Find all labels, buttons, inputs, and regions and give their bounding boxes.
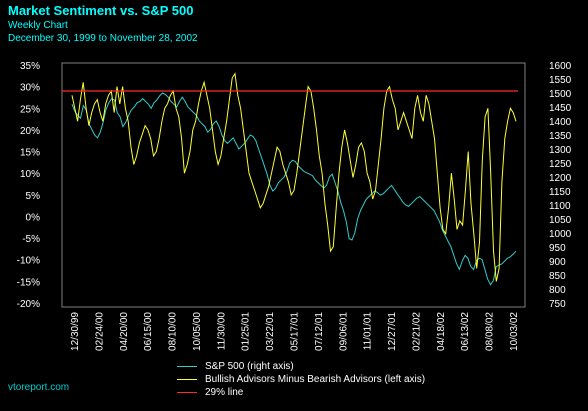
x-tick-label: 06/15/00 bbox=[143, 312, 154, 351]
right-tick-label: 800 bbox=[549, 285, 566, 296]
left-tick-label: 35% bbox=[20, 61, 40, 72]
left-tick-label: -10% bbox=[17, 256, 40, 267]
right-tick-label: 1200 bbox=[549, 173, 572, 184]
right-tick-label: 1550 bbox=[549, 75, 572, 86]
left-tick-label: -20% bbox=[17, 299, 40, 310]
legend-label-29-line: 29% line bbox=[205, 387, 244, 398]
x-tick-label: 12/27/01 bbox=[387, 312, 398, 351]
legend-swatch-bullish bbox=[177, 379, 197, 380]
x-tick-label: 06/13/02 bbox=[460, 312, 471, 351]
right-tick-label: 850 bbox=[549, 271, 566, 282]
x-tick-label: 01/25/01 bbox=[241, 312, 252, 351]
x-tick-label: 10/03/02 bbox=[509, 312, 520, 351]
x-tick-label: 11/30/00 bbox=[216, 312, 227, 351]
left-tick-label: 5% bbox=[26, 191, 41, 202]
chart-subtitle: Weekly Chart bbox=[8, 20, 68, 31]
left-tick-label: 15% bbox=[20, 148, 40, 159]
x-tick-label: 07/12/01 bbox=[314, 312, 325, 351]
date-range: December 30, 1999 to November 28, 2002 bbox=[8, 33, 198, 44]
legend-label-bullish: Bullish Advisors Minus Bearish Advisors … bbox=[205, 374, 426, 385]
series-layer bbox=[62, 72, 518, 286]
right-tick-label: 1150 bbox=[549, 187, 571, 198]
x-tick-label: 09/06/01 bbox=[338, 312, 349, 351]
right-tick-label: 950 bbox=[549, 243, 566, 254]
left-tick-label: 20% bbox=[20, 126, 40, 137]
left-tick-label: 0% bbox=[26, 212, 41, 223]
legend-label-sp500: S&P 500 (right axis) bbox=[205, 361, 294, 372]
legend-item-bullish: Bullish Advisors Minus Bearish Advisors … bbox=[177, 373, 425, 386]
x-tick-label: 10/05/00 bbox=[192, 312, 203, 351]
left-tick-label: -5% bbox=[22, 234, 40, 245]
right-tick-label: 1100 bbox=[549, 201, 571, 212]
right-tick-label: 1000 bbox=[549, 229, 572, 240]
x-tick-label: 11/01/01 bbox=[363, 312, 374, 351]
legend-swatch-sp500 bbox=[177, 366, 197, 367]
left-tick-label: 25% bbox=[20, 104, 40, 115]
x-tick-label: 03/22/01 bbox=[265, 312, 276, 351]
right-tick-label: 1050 bbox=[549, 215, 572, 226]
x-tick-label: 04/18/02 bbox=[436, 312, 447, 351]
right-tick-label: 750 bbox=[549, 299, 566, 310]
right-tick-label: 1300 bbox=[549, 145, 572, 156]
legend-item-sp500: S&P 500 (right axis) bbox=[177, 360, 425, 373]
x-axis: 12/30/99 02/24/00 04/20/00 06/15/00 08/10/00… bbox=[70, 312, 520, 351]
right-tick-label: 1450 bbox=[549, 103, 572, 114]
right-tick-label: 1250 bbox=[549, 159, 572, 170]
x-tick-label: 05/17/01 bbox=[290, 312, 301, 351]
left-axis: 35% 30% 25% 20% 15% 10% 5% 0% -5% -10% -15% -20% bbox=[17, 61, 40, 310]
series-line-bullish bbox=[71, 72, 517, 282]
right-tick-label: 1400 bbox=[549, 117, 572, 128]
left-tick-label: -15% bbox=[17, 277, 40, 288]
right-tick-label: 900 bbox=[549, 257, 566, 268]
legend-item-29-line: 29% line bbox=[177, 386, 425, 399]
left-tick-label: 10% bbox=[20, 169, 40, 180]
chart-title: Market Sentiment vs. S&P 500 bbox=[8, 3, 194, 18]
plot-frame bbox=[61, 62, 526, 308]
x-tick-label: 08/08/02 bbox=[485, 312, 496, 351]
source-credit: vtoreport.com bbox=[8, 382, 70, 393]
x-tick-label: 08/10/00 bbox=[168, 312, 179, 351]
x-tick-label: 04/20/00 bbox=[119, 312, 130, 351]
right-tick-label: 1600 bbox=[549, 61, 572, 72]
right-tick-label: 1350 bbox=[549, 131, 572, 142]
right-tick-label: 1500 bbox=[549, 89, 572, 100]
series-line-sp500 bbox=[71, 92, 517, 286]
legend-swatch-29-line bbox=[177, 392, 197, 393]
x-tick-label: 02/21/02 bbox=[411, 312, 422, 351]
x-tick-label: 02/24/00 bbox=[94, 312, 105, 351]
legend: S&P 500 (right axis) Bullish Advisors Mi… bbox=[177, 360, 425, 399]
x-tick-label: 12/30/99 bbox=[70, 312, 81, 351]
left-tick-label: 30% bbox=[20, 83, 40, 94]
right-axis: 1600 1550 1500 1450 1400 1350 1300 1250 1200 1150… bbox=[549, 61, 572, 310]
